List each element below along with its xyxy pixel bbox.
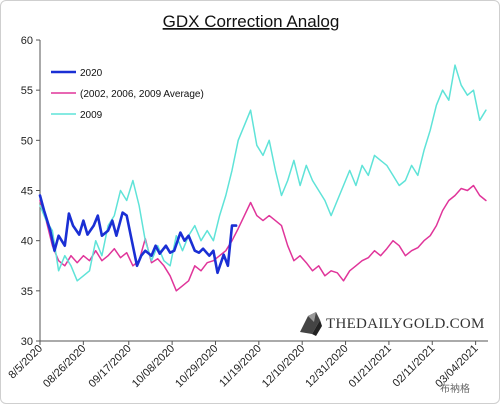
chart-title: GDX Correction Analog <box>163 12 340 31</box>
watermark: THEDAILYGOLD.COM 布衲格 <box>300 312 485 395</box>
y-tick-label: 35 <box>21 286 33 298</box>
x-tick-label: 01/21/2021 <box>347 343 394 390</box>
y-tick-label: 55 <box>21 85 33 97</box>
x-tick-label: 10/08/2020 <box>130 343 177 390</box>
watermark-overlay: 布衲格 <box>440 382 470 395</box>
series-lines <box>38 64 487 292</box>
x-tick-label: 09/17/2020 <box>86 343 133 390</box>
watermark-text: THEDAILYGOLD.COM <box>326 316 485 332</box>
x-tick-label: 12/31/2020 <box>303 343 350 390</box>
series-line-average <box>39 184 487 292</box>
x-tick-label: 03/04/2021 <box>433 343 480 390</box>
y-tick-label: 30 <box>21 336 33 348</box>
series-line-2020 <box>38 194 238 275</box>
axes: 30 35 40 45 50 55 60 8/5/202008/26/202009/17/20… <box>6 35 488 390</box>
x-tick-label: 08/26/2020 <box>41 343 88 390</box>
legend: 2020 (2002, 2006, 2009 Average) 2009 <box>51 68 204 121</box>
legend-label: (2002, 2006, 2009 Average) <box>80 89 204 100</box>
series-line-2009 <box>39 64 487 282</box>
x-tick-label: 8/5/2020 <box>6 343 45 382</box>
y-tick-label: 60 <box>21 35 33 47</box>
x-tick-label: 12/10/2020 <box>260 343 307 390</box>
watermark-logo <box>300 312 322 336</box>
legend-label: 2009 <box>80 110 103 121</box>
x-tick-label: 02/11/2021 <box>391 343 438 390</box>
x-tick-label: 11/19/2020 <box>217 343 264 390</box>
y-tick-label: 40 <box>21 236 33 248</box>
x-tick-label: 10/29/2020 <box>173 343 220 390</box>
y-tick-label: 45 <box>21 186 33 198</box>
y-tick-label: 50 <box>21 135 33 147</box>
legend-label: 2020 <box>80 68 103 79</box>
